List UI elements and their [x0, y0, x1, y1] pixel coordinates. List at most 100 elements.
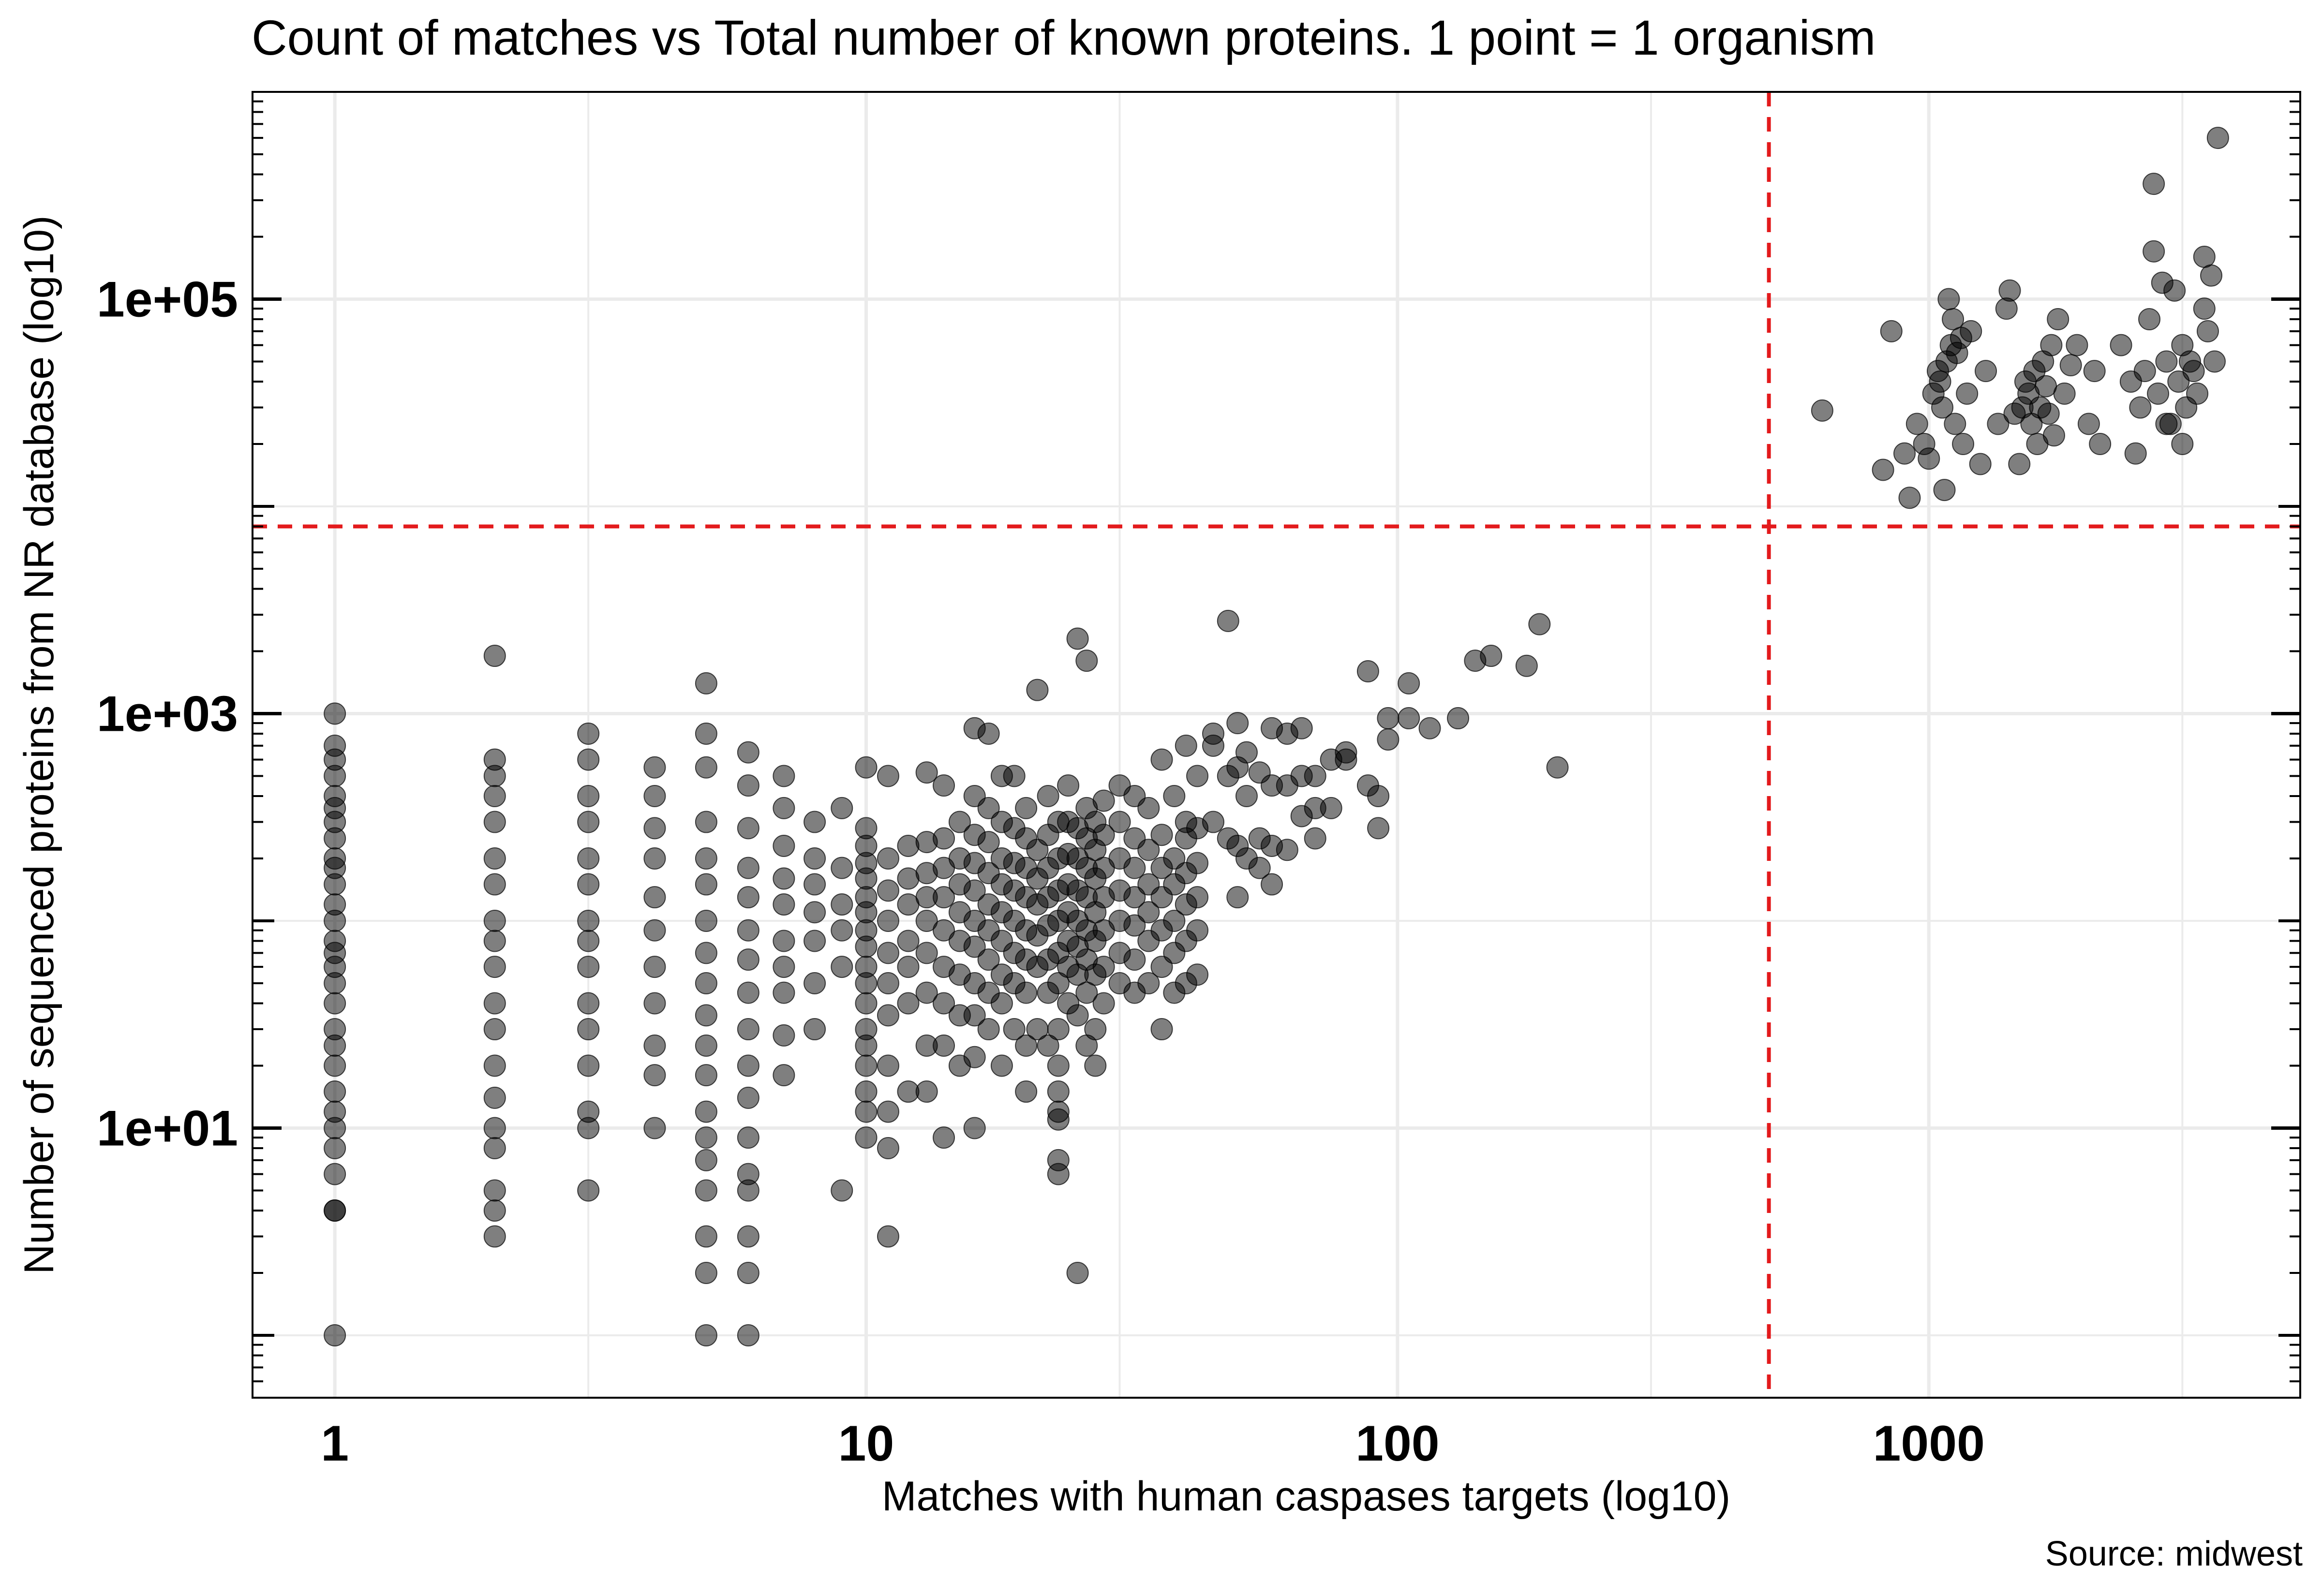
- data-point: [695, 1034, 717, 1057]
- data-point: [577, 956, 600, 978]
- data-point: [1918, 447, 1940, 470]
- data-point: [1377, 707, 1399, 730]
- x-tick-label: 100: [1355, 1416, 1440, 1472]
- data-point: [2047, 308, 2069, 331]
- data-point: [1123, 948, 1146, 971]
- data-point: [2143, 173, 2165, 195]
- data-point: [855, 817, 878, 840]
- y-tick-label: 1e+05: [97, 272, 238, 328]
- data-point: [483, 847, 506, 870]
- data-point: [773, 930, 795, 952]
- data-point: [877, 1225, 899, 1248]
- data-point: [324, 734, 346, 757]
- data-point: [643, 785, 666, 808]
- data-point: [737, 1262, 759, 1285]
- data-point: [877, 972, 899, 994]
- data-point: [577, 1054, 600, 1077]
- data-point: [877, 879, 899, 902]
- data-point: [2171, 433, 2194, 456]
- data-point: [897, 835, 920, 857]
- data-point: [643, 1117, 666, 1139]
- data-point: [897, 992, 920, 1015]
- data-point: [1235, 785, 1258, 808]
- data-point: [1226, 886, 1249, 909]
- data-point: [1872, 458, 1894, 481]
- data-point: [1546, 756, 1569, 779]
- data-point: [643, 1034, 666, 1057]
- data-point: [2143, 240, 2165, 263]
- data-point: [695, 723, 717, 745]
- data-point: [804, 972, 826, 994]
- data-point: [877, 942, 899, 964]
- data-point: [577, 873, 600, 896]
- data-point: [1202, 723, 1224, 745]
- data-point: [695, 972, 717, 994]
- data-point: [2186, 382, 2209, 405]
- data-point: [1937, 288, 1960, 310]
- data-point: [483, 992, 506, 1015]
- data-point: [737, 1225, 759, 1248]
- data-point: [804, 847, 826, 870]
- data-point: [1975, 360, 1997, 383]
- data-point: [737, 1163, 759, 1185]
- data-point: [963, 879, 986, 902]
- data-point: [1515, 654, 1538, 677]
- data-point: [831, 956, 853, 978]
- data-point: [483, 1018, 506, 1041]
- data-point: [695, 910, 717, 932]
- data-point: [1186, 963, 1209, 986]
- data-point: [2042, 424, 2065, 447]
- y-tick-label: 1e+01: [97, 1101, 238, 1157]
- data-point: [2147, 382, 2170, 405]
- data-point: [695, 1262, 717, 1285]
- data-point: [737, 948, 759, 971]
- data-point: [2182, 360, 2205, 383]
- data-point: [1047, 1018, 1070, 1041]
- data-point: [1003, 1018, 1026, 1041]
- data-point: [773, 835, 795, 857]
- data-point: [1092, 824, 1115, 846]
- data-point: [2037, 402, 2060, 425]
- data-point: [831, 893, 853, 916]
- data-point: [831, 1179, 853, 1202]
- data-point: [963, 935, 986, 958]
- data-point: [773, 956, 795, 978]
- data-point: [2203, 350, 2226, 373]
- data-point: [1480, 645, 1503, 667]
- data-point: [643, 992, 666, 1015]
- data-point: [933, 886, 955, 909]
- data-point: [643, 956, 666, 978]
- data-point: [483, 956, 506, 978]
- y-axis-label: Number of sequenced proteins from NR dat…: [16, 215, 62, 1274]
- data-point: [1248, 857, 1271, 879]
- data-point: [483, 785, 506, 808]
- data-point: [1217, 609, 1239, 632]
- data-point: [855, 1054, 878, 1077]
- data-point: [1047, 1100, 1070, 1123]
- data-point: [855, 886, 878, 909]
- data-point: [577, 811, 600, 833]
- data-point: [1047, 1054, 1070, 1077]
- data-point: [737, 857, 759, 879]
- data-point: [804, 811, 826, 833]
- data-point: [1367, 817, 1390, 840]
- data-point: [483, 645, 506, 667]
- data-point: [2110, 334, 2132, 356]
- data-point: [483, 1199, 506, 1222]
- data-point: [1092, 992, 1115, 1015]
- data-point: [483, 1054, 506, 1077]
- data-point: [2089, 433, 2112, 456]
- data-point: [2083, 360, 2106, 383]
- data-point: [1066, 627, 1089, 650]
- data-point: [855, 1100, 878, 1123]
- data-point: [1047, 972, 1070, 994]
- data-point: [773, 981, 795, 1004]
- data-point: [2138, 308, 2161, 331]
- data-point: [877, 1004, 899, 1027]
- data-point: [695, 811, 717, 833]
- data-point: [933, 1034, 955, 1057]
- x-axis-label: Matches with human caspases targets (log…: [881, 1473, 1731, 1520]
- data-point: [963, 1117, 986, 1139]
- data-point: [877, 847, 899, 870]
- data-point: [1026, 679, 1049, 701]
